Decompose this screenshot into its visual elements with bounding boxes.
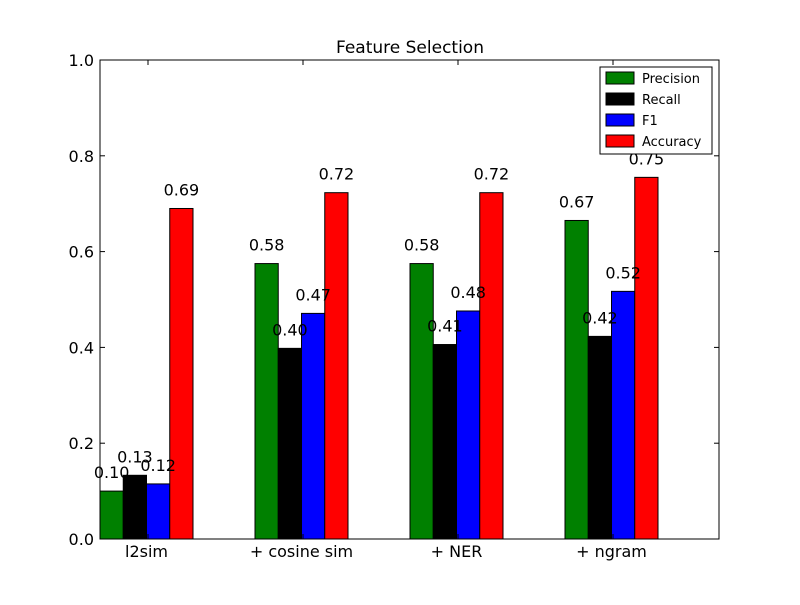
- data-label-recall-3: 0.42: [582, 308, 618, 327]
- legend-swatch-precision: [605, 71, 635, 85]
- legend-label-recall: Recall: [642, 93, 681, 108]
- bar-accuracy-1: [324, 192, 349, 540]
- x-tick-label: + NER: [431, 542, 483, 561]
- data-label-recall-0: 0.13: [117, 447, 153, 466]
- data-label-accuracy-0: 0.69: [164, 180, 200, 199]
- bar-recall-3: [587, 335, 612, 540]
- bar-f1-1: [301, 312, 326, 540]
- bar-accuracy-0: [169, 207, 194, 540]
- legend-label-precision: Precision: [642, 72, 700, 87]
- data-label-precision-2: 0.58: [404, 236, 440, 255]
- chart-title: Feature Selection: [336, 38, 484, 58]
- y-tick-label: 0.2: [69, 434, 94, 453]
- legend-swatch-f1: [605, 113, 635, 127]
- bar-precision-1: [254, 263, 279, 540]
- data-label-precision-0: 0.10: [94, 463, 130, 482]
- axes-frame: [99, 59, 720, 540]
- legend-swatch-accuracy: [605, 134, 635, 148]
- data-label-f1-3: 0.52: [605, 263, 641, 282]
- y-tick-label: 1.0: [69, 51, 94, 70]
- data-label-precision-3: 0.67: [559, 192, 595, 211]
- bar-recall-0: [122, 474, 147, 540]
- x-tick-label: l2sim: [125, 542, 168, 561]
- legend-swatch-recall: [605, 92, 635, 106]
- data-label-accuracy-2: 0.72: [474, 165, 510, 184]
- bar-precision-3: [564, 219, 589, 540]
- legend-label-f1: F1: [642, 114, 658, 129]
- data-label-recall-1: 0.40: [272, 320, 308, 339]
- x-tick-label: + cosine sim: [250, 542, 353, 561]
- data-label-f1-2: 0.48: [450, 283, 486, 302]
- y-tick-label: 0.6: [69, 243, 94, 262]
- data-label-f1-0: 0.12: [140, 456, 176, 475]
- bar-recall-2: [432, 344, 457, 540]
- y-tick-label: 0.4: [69, 338, 94, 357]
- data-label-precision-1: 0.58: [249, 236, 285, 255]
- bar-f1-2: [456, 310, 481, 540]
- legend: Precision Recall F1 Accuracy: [599, 66, 713, 155]
- y-tick-label: 0.8: [69, 147, 94, 166]
- bar-f1-3: [611, 290, 636, 540]
- bar-f1-0: [146, 483, 171, 540]
- y-tick-label: 0.0: [69, 530, 94, 549]
- bar-precision-2: [409, 263, 434, 540]
- legend-label-accuracy: Accuracy: [642, 135, 702, 150]
- bar-precision-0: [99, 490, 124, 540]
- bar-accuracy-3: [634, 176, 659, 540]
- bar-accuracy-2: [479, 192, 504, 540]
- data-label-accuracy-1: 0.72: [319, 165, 355, 184]
- x-tick-label: + ngram: [576, 542, 647, 561]
- data-label-recall-2: 0.41: [427, 317, 463, 336]
- bar-recall-1: [277, 347, 302, 540]
- plot-area: 0.10 0.58 0.58 0.67 0.13 0.40 0.41 0.42 0.12 0.47…: [69, 51, 720, 561]
- data-label-f1-1: 0.47: [295, 285, 331, 304]
